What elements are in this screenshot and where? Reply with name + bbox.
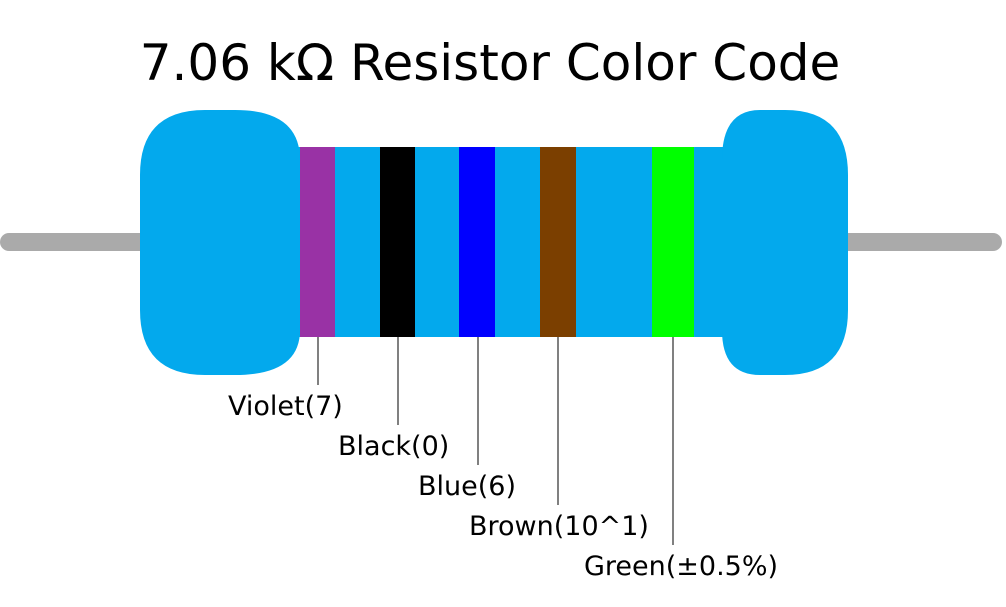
color-band: [652, 147, 694, 337]
color-band: [459, 147, 495, 337]
body-left-bulb: [140, 110, 300, 375]
band-label: Green(±0.5%): [584, 551, 778, 582]
color-band: [380, 147, 415, 337]
title: 7.06 kΩ Resistor Color Code: [140, 34, 841, 92]
band-label: Violet(7): [228, 391, 343, 422]
body-right-bulb: [722, 110, 848, 375]
color-band: [540, 147, 576, 337]
band-label: Black(0): [338, 431, 449, 462]
color-band: [300, 147, 335, 337]
band-label: Blue(6): [418, 471, 516, 502]
band-label: Brown(10^1): [469, 511, 649, 542]
